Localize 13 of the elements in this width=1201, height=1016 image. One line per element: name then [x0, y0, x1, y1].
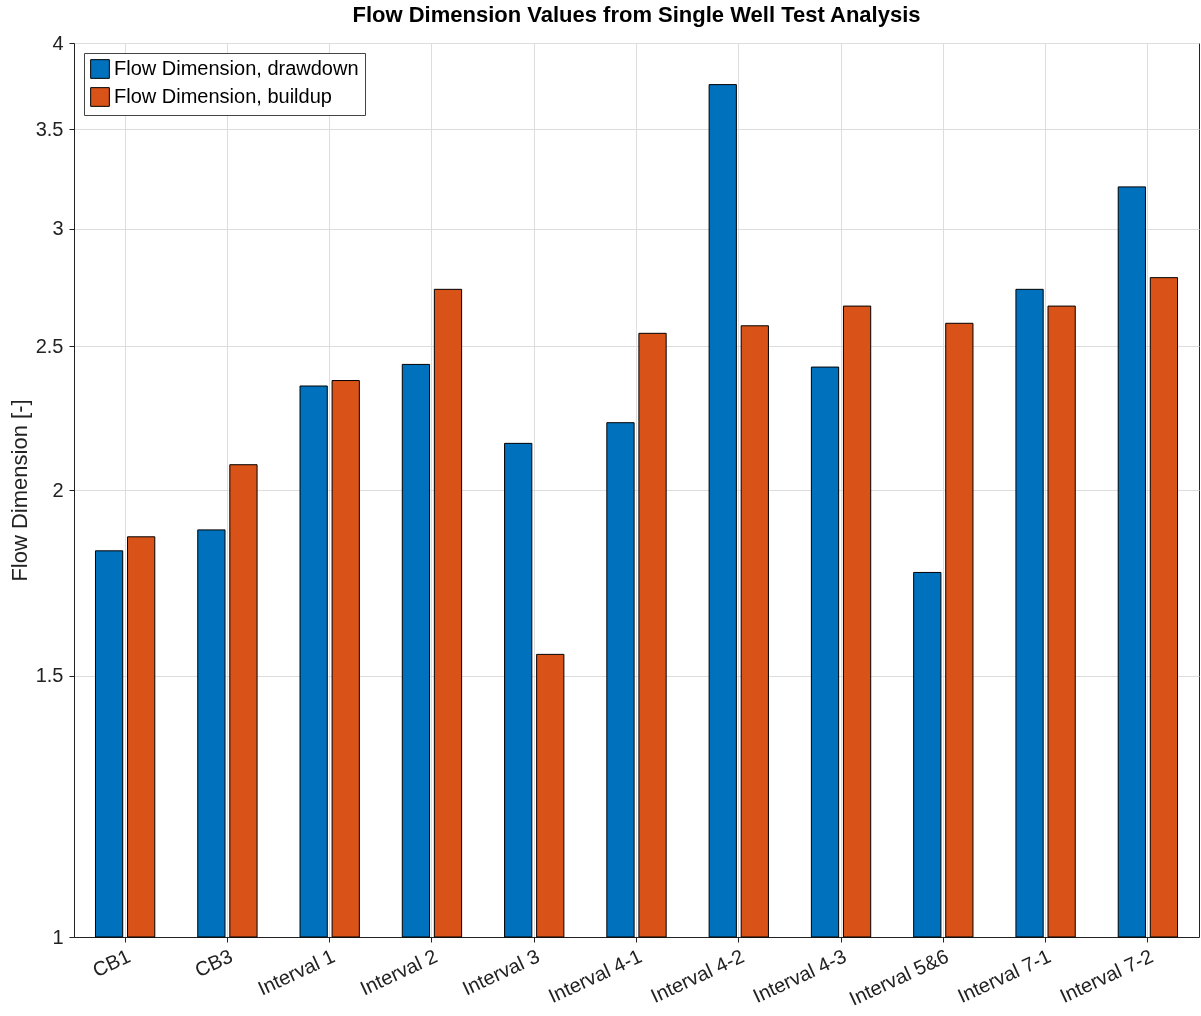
legend-label: Flow Dimension, drawdown: [114, 57, 359, 79]
y-tick-label: 2.5: [35, 334, 64, 357]
y-tick-label: 3: [52, 217, 64, 240]
x-tick-label: CB3: [191, 944, 236, 982]
chart-title: Flow Dimension Values from Single Well Test Analysis: [352, 2, 921, 27]
y-tick-label: 1: [52, 925, 64, 948]
y-tick-label: 3.5: [35, 117, 64, 140]
y-tick-label: 4: [52, 31, 64, 54]
y-axis-title: Flow Dimension [-]: [6, 399, 32, 582]
legend-label: Flow Dimension, buildup: [114, 85, 332, 107]
y-tick-label: 1.5: [35, 664, 64, 687]
y-tick-label: 2: [52, 478, 64, 501]
x-tick-label: CB1: [89, 944, 134, 982]
